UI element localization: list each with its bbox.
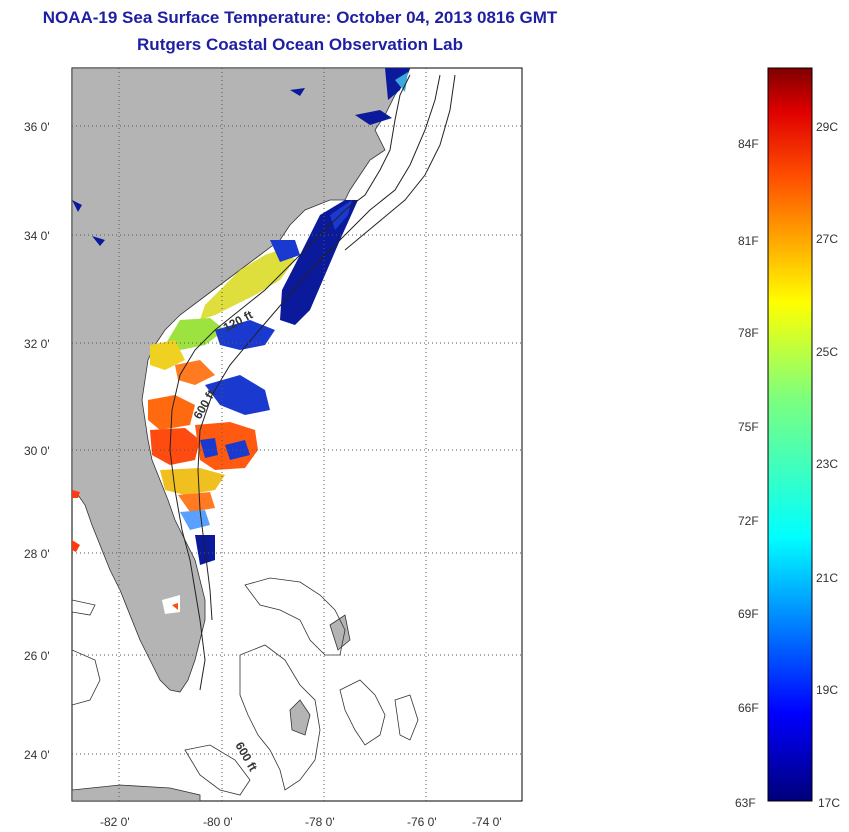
svg-text:23C: 23C <box>816 457 838 471</box>
lon-tick-74: -74 0' <box>472 815 502 829</box>
lon-axis: -82 0' -80 0' -78 0' -76 0' -74 0' <box>100 815 502 829</box>
lat-tick-36: 36 0' <box>24 120 50 134</box>
lon-tick-80: -80 0' <box>203 815 233 829</box>
svg-text:81F: 81F <box>738 234 759 248</box>
lat-tick-34: 34 0' <box>24 229 50 243</box>
svg-text:75F: 75F <box>738 420 759 434</box>
graticule <box>72 68 522 801</box>
inlet <box>355 110 392 125</box>
svg-text:21C: 21C <box>816 571 838 585</box>
bahamas <box>72 577 419 801</box>
colorbar <box>767 67 813 802</box>
svg-text:84F: 84F <box>738 137 759 151</box>
lon-tick-76: -76 0' <box>407 815 437 829</box>
lat-tick-32: 32 0' <box>24 337 50 351</box>
colorbar-celsius-labels: 29C 27C 25C 23C 21C 19C 17C <box>816 120 840 810</box>
contour-120ft <box>169 74 411 691</box>
lat-tick-30: 30 0' <box>24 444 50 458</box>
lon-tick-82: -82 0' <box>100 815 130 829</box>
svg-text:66F: 66F <box>738 701 759 715</box>
lon-tick-78: -78 0' <box>305 815 335 829</box>
lat-axis: 36 0' 34 0' 32 0' 30 0' 28 0' 26 0' 24 0… <box>24 120 50 762</box>
chart-subtitle: Rutgers Coastal Ocean Observation Lab <box>137 35 463 54</box>
svg-text:78F: 78F <box>738 326 759 340</box>
svg-text:69F: 69F <box>738 607 759 621</box>
svg-text:72F: 72F <box>738 514 759 528</box>
svg-text:25C: 25C <box>816 345 838 359</box>
sst-data <box>72 68 410 614</box>
land-southeast-us <box>72 68 411 693</box>
chart-title: NOAA-19 Sea Surface Temperature: October… <box>42 8 558 27</box>
contour-600ft <box>197 74 441 621</box>
lat-tick-24: 24 0' <box>24 748 50 762</box>
colorbar-fahrenheit-labels: 84F 81F 78F 75F 72F 69F 66F 63F <box>735 137 759 810</box>
svg-text:27C: 27C <box>816 232 838 246</box>
svg-text:29C: 29C <box>816 120 838 134</box>
svg-text:63F: 63F <box>735 796 756 810</box>
lat-tick-28: 28 0' <box>24 547 50 561</box>
contour-outer <box>344 74 456 251</box>
lat-tick-26: 26 0' <box>24 649 50 663</box>
svg-text:17C: 17C <box>818 796 840 810</box>
svg-text:19C: 19C <box>816 683 838 697</box>
